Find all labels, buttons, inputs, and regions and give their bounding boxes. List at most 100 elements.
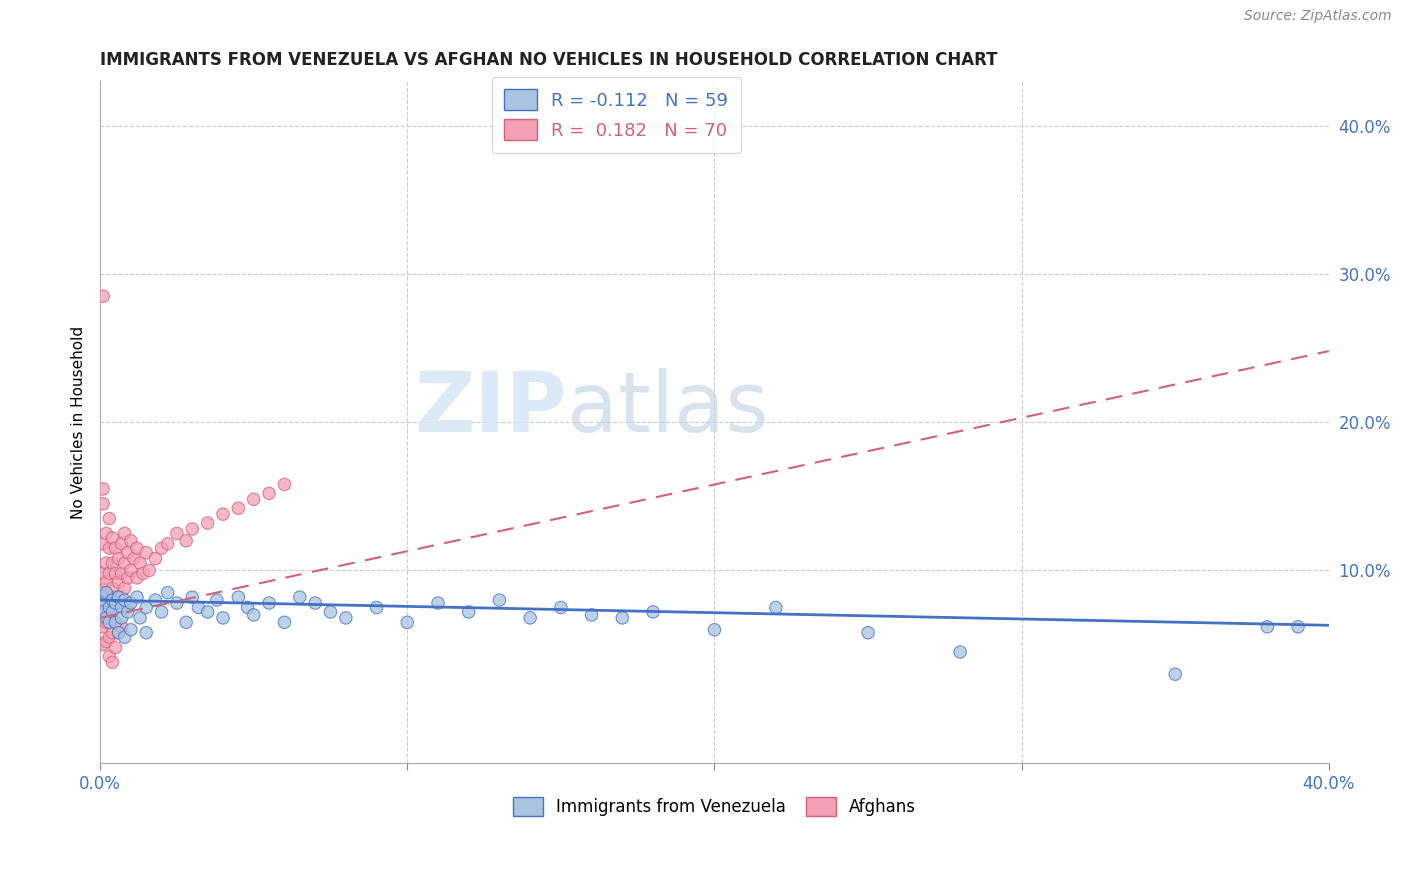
Point bbox=[156, 585, 179, 599]
Point bbox=[166, 596, 188, 610]
Point bbox=[457, 605, 479, 619]
Point bbox=[111, 611, 134, 625]
Point bbox=[114, 556, 136, 570]
Point bbox=[89, 590, 111, 604]
Point bbox=[122, 551, 145, 566]
Point bbox=[91, 497, 114, 511]
Point bbox=[101, 656, 124, 670]
Point bbox=[91, 482, 114, 496]
Point bbox=[488, 593, 510, 607]
Point bbox=[581, 607, 603, 622]
Point bbox=[104, 541, 127, 556]
Point bbox=[288, 590, 311, 604]
Point bbox=[111, 620, 134, 634]
Point bbox=[125, 590, 148, 604]
Point bbox=[89, 611, 111, 625]
Point bbox=[114, 526, 136, 541]
Point bbox=[856, 625, 879, 640]
Point bbox=[96, 585, 118, 599]
Point bbox=[129, 556, 152, 570]
Point bbox=[120, 533, 142, 548]
Point bbox=[765, 600, 787, 615]
Point bbox=[150, 605, 173, 619]
Point bbox=[98, 541, 121, 556]
Point bbox=[117, 571, 139, 585]
Point bbox=[129, 611, 152, 625]
Point bbox=[156, 537, 179, 551]
Point bbox=[174, 533, 197, 548]
Point bbox=[107, 551, 129, 566]
Point bbox=[125, 541, 148, 556]
Point bbox=[273, 477, 295, 491]
Point bbox=[104, 596, 127, 610]
Point bbox=[98, 615, 121, 630]
Point bbox=[117, 605, 139, 619]
Text: IMMIGRANTS FROM VENEZUELA VS AFGHAN NO VEHICLES IN HOUSEHOLD CORRELATION CHART: IMMIGRANTS FROM VENEZUELA VS AFGHAN NO V… bbox=[100, 51, 998, 69]
Point bbox=[107, 625, 129, 640]
Point bbox=[104, 615, 127, 630]
Point bbox=[612, 611, 634, 625]
Point bbox=[1286, 620, 1309, 634]
Point bbox=[91, 605, 114, 619]
Point bbox=[107, 590, 129, 604]
Point bbox=[319, 605, 342, 619]
Point bbox=[96, 556, 118, 570]
Point bbox=[91, 289, 114, 303]
Point bbox=[120, 623, 142, 637]
Point bbox=[150, 541, 173, 556]
Point bbox=[98, 600, 121, 615]
Point bbox=[91, 596, 114, 610]
Y-axis label: No Vehicles in Household: No Vehicles in Household bbox=[72, 326, 86, 519]
Legend: Immigrants from Venezuela, Afghans: Immigrants from Venezuela, Afghans bbox=[506, 790, 922, 823]
Point bbox=[197, 516, 219, 530]
Point bbox=[91, 605, 114, 619]
Point bbox=[101, 593, 124, 607]
Point bbox=[107, 600, 129, 615]
Point bbox=[1256, 620, 1278, 634]
Point bbox=[181, 590, 204, 604]
Point bbox=[117, 600, 139, 615]
Point bbox=[91, 537, 114, 551]
Point bbox=[174, 615, 197, 630]
Point bbox=[96, 526, 118, 541]
Point bbox=[98, 590, 121, 604]
Text: ZIP: ZIP bbox=[415, 368, 567, 449]
Point bbox=[104, 590, 127, 604]
Point bbox=[135, 625, 157, 640]
Point bbox=[641, 605, 664, 619]
Point bbox=[205, 593, 228, 607]
Point bbox=[101, 556, 124, 570]
Point bbox=[228, 590, 250, 604]
Point bbox=[98, 611, 121, 625]
Point bbox=[107, 575, 129, 590]
Point bbox=[96, 611, 118, 625]
Point bbox=[212, 611, 235, 625]
Point bbox=[101, 605, 124, 619]
Point bbox=[181, 522, 204, 536]
Point bbox=[96, 575, 118, 590]
Point bbox=[304, 596, 326, 610]
Point bbox=[101, 625, 124, 640]
Point bbox=[111, 537, 134, 551]
Point bbox=[427, 596, 450, 610]
Point bbox=[135, 546, 157, 560]
Point bbox=[138, 564, 160, 578]
Point bbox=[135, 600, 157, 615]
Point bbox=[111, 600, 134, 615]
Point bbox=[228, 501, 250, 516]
Text: Source: ZipAtlas.com: Source: ZipAtlas.com bbox=[1244, 9, 1392, 23]
Point bbox=[519, 611, 541, 625]
Point bbox=[396, 615, 419, 630]
Point bbox=[117, 546, 139, 560]
Point bbox=[550, 600, 572, 615]
Point bbox=[257, 486, 280, 500]
Point bbox=[949, 645, 972, 659]
Point bbox=[197, 605, 219, 619]
Point bbox=[91, 581, 114, 595]
Point bbox=[703, 623, 725, 637]
Point bbox=[104, 566, 127, 581]
Point bbox=[98, 511, 121, 525]
Point bbox=[335, 611, 357, 625]
Point bbox=[107, 625, 129, 640]
Point bbox=[114, 630, 136, 644]
